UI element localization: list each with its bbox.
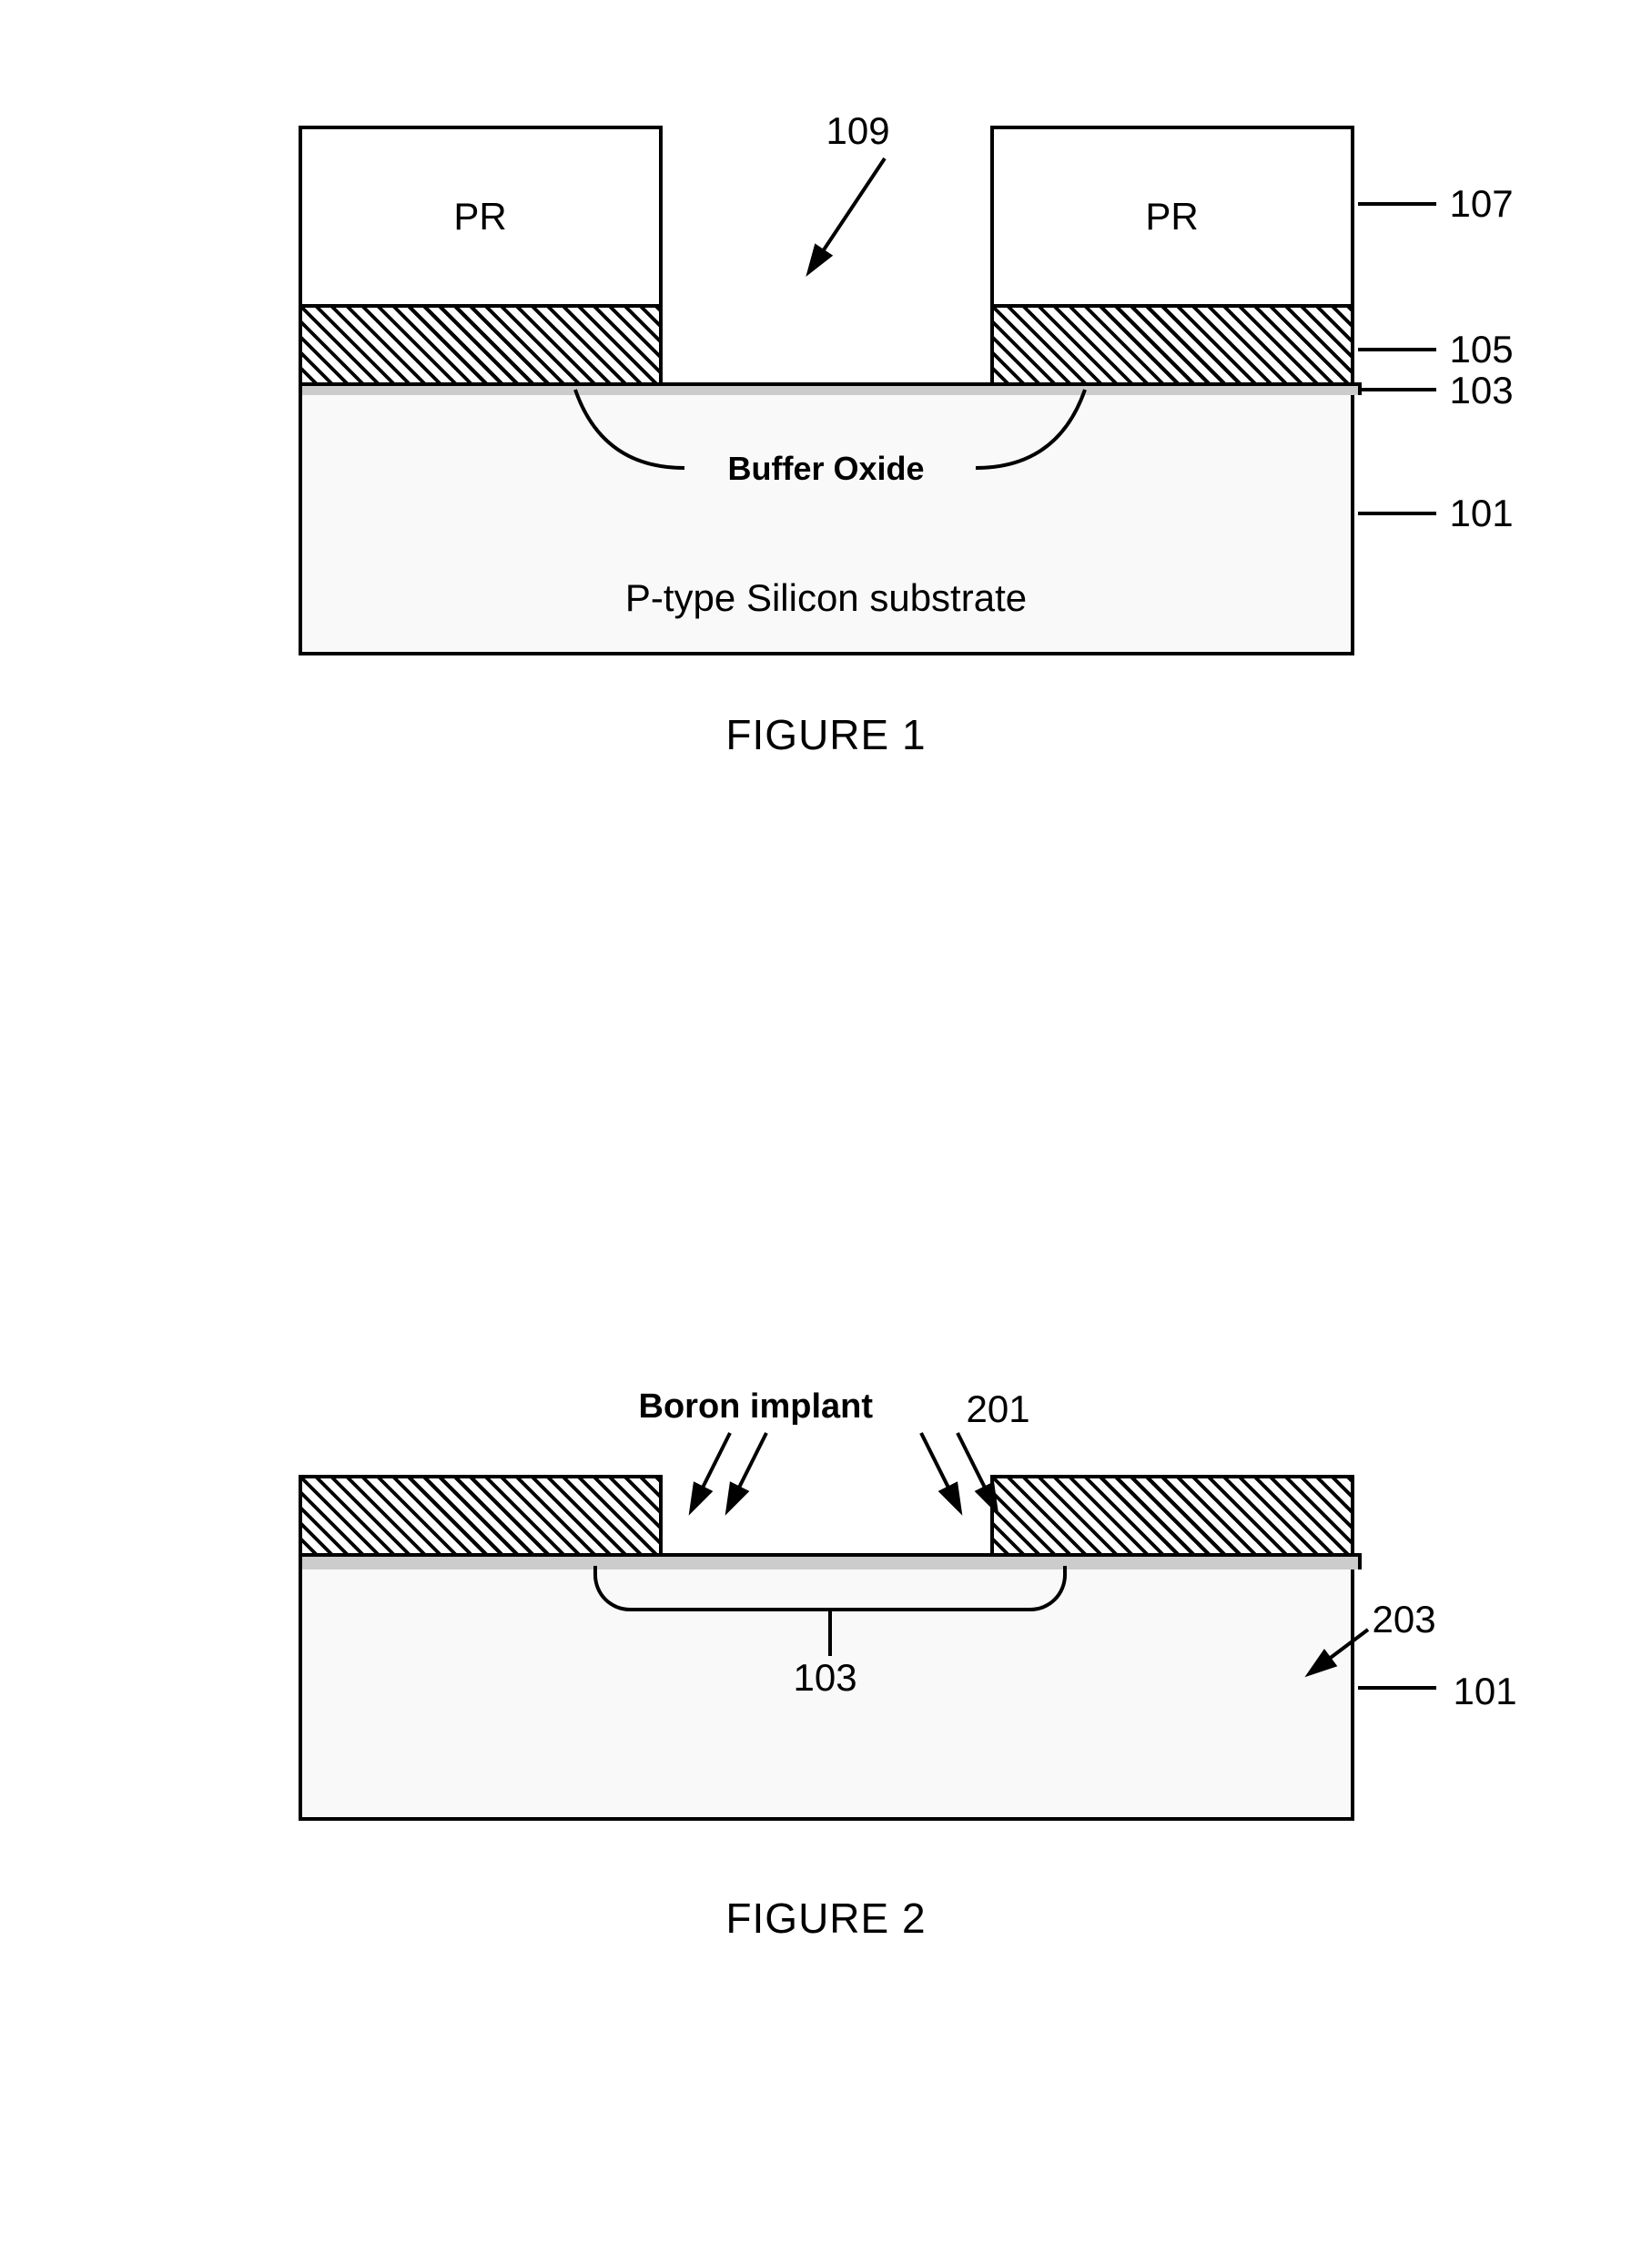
boron-arrows xyxy=(648,1424,1030,1569)
buffer-oxide-callout-lines xyxy=(302,395,1358,577)
substrate-label: P-type Silicon substrate xyxy=(625,576,1027,620)
pr-label-right: PR xyxy=(1145,195,1198,239)
photoresist-right: PR xyxy=(990,126,1354,308)
ref-109-arrow xyxy=(775,140,958,322)
implant-region xyxy=(593,1566,1067,1611)
pr-label-left: PR xyxy=(453,195,506,239)
ref-109: 109 xyxy=(826,109,890,153)
ref-103: 103 xyxy=(1450,369,1514,412)
nitride-layer-left-2 xyxy=(299,1475,663,1557)
ref-101: 101 xyxy=(1450,492,1514,535)
figure2-cross-section: Boron implant 201 103 xyxy=(299,1566,1354,1821)
boron-implant-label: Boron implant xyxy=(639,1387,874,1427)
figure1-caption: FIGURE 1 xyxy=(217,710,1436,759)
figure1-cross-section: PR PR P-type Silicon substrate Buffer Ox… xyxy=(299,118,1354,655)
ref-103-leader xyxy=(812,1606,921,1679)
ref-203-arrow xyxy=(1291,1620,1400,1693)
figure-2: Boron implant 201 103 xyxy=(217,1256,1436,1943)
nitride-layer-right-2 xyxy=(990,1475,1354,1557)
ref-101-fig2: 101 xyxy=(1454,1670,1517,1713)
figure2-caption: FIGURE 2 xyxy=(217,1894,1436,1943)
substrate-layer: PR PR P-type Silicon substrate Buffer Ox… xyxy=(299,391,1354,655)
photoresist-left: PR xyxy=(299,126,663,308)
ref-107: 107 xyxy=(1450,182,1514,226)
nitride-layer-left xyxy=(299,304,663,386)
nitride-layer-right xyxy=(990,304,1354,386)
figure-1: PR PR P-type Silicon substrate Buffer Ox… xyxy=(217,118,1436,759)
ref-105: 105 xyxy=(1450,328,1514,371)
substrate-layer-2: Boron implant 201 103 xyxy=(299,1566,1354,1821)
